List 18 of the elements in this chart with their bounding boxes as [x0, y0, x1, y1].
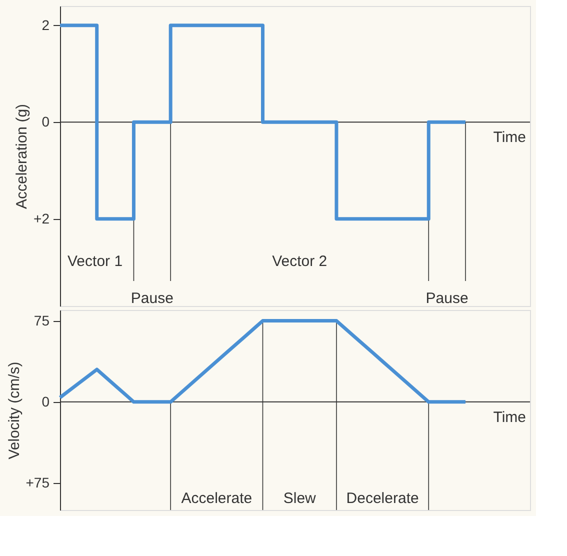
- y-axis-title: Velocity (cm/s): [6, 362, 23, 460]
- annotation: Slew: [283, 490, 316, 507]
- annotation: Accelerate: [181, 490, 252, 507]
- annotation: Vector 1: [67, 253, 123, 270]
- x-axis-title: Time: [493, 408, 526, 426]
- y-tick-label: 75: [34, 312, 50, 328]
- x-axis-title: Time: [493, 129, 526, 146]
- y-tick-label: 0: [42, 393, 50, 410]
- y-tick-label: 0: [42, 114, 50, 130]
- annotation: Vector 2: [272, 253, 328, 270]
- annotation: Pause: [130, 290, 174, 307]
- annotation: Decelerate: [346, 490, 419, 507]
- y-axis-title: Acceleration (g): [14, 104, 31, 210]
- y-tick-label: 2: [42, 16, 50, 33]
- annotation: Pause: [426, 290, 468, 307]
- y-tick-label: +2: [34, 210, 50, 226]
- y-tick-label: +75: [26, 474, 50, 490]
- line-series: [58, 319, 468, 404]
